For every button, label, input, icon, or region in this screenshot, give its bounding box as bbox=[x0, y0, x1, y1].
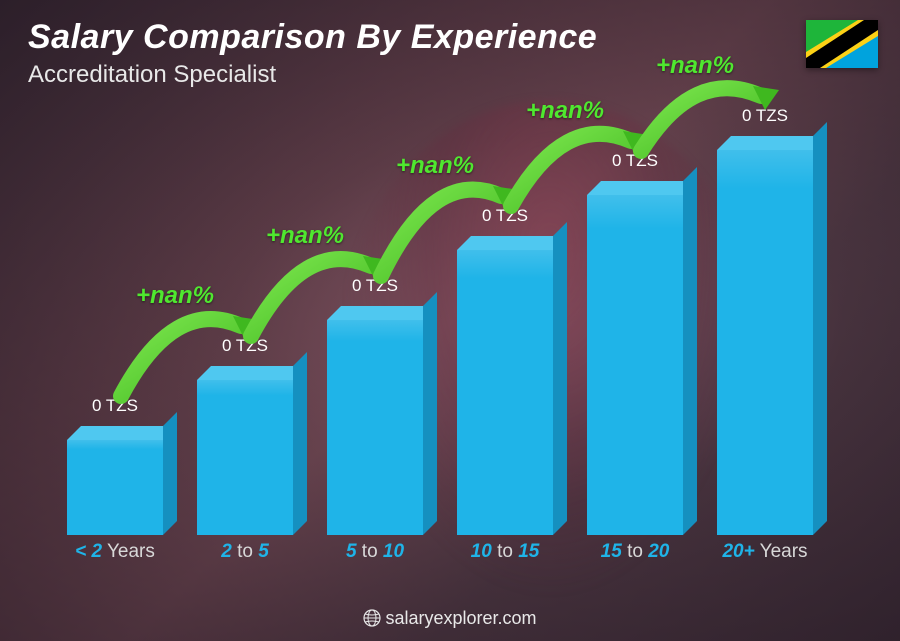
x-axis-label: 20+ Years bbox=[700, 541, 830, 571]
bar-front bbox=[717, 150, 813, 535]
bar-front bbox=[457, 250, 553, 535]
bar-value-label: 0 TZS bbox=[445, 206, 565, 226]
bar: 0 TZS bbox=[457, 250, 553, 535]
bar-slot: 0 TZS bbox=[310, 320, 440, 535]
bar-slot: 0 TZS bbox=[570, 195, 700, 535]
bar-front bbox=[67, 440, 163, 535]
footer-text: salaryexplorer.com bbox=[385, 608, 536, 628]
x-axis-label: 10 to 15 bbox=[440, 541, 570, 571]
bar-side-face bbox=[813, 122, 827, 535]
bar: 0 TZS bbox=[587, 195, 683, 535]
bar: 0 TZS bbox=[327, 320, 423, 535]
bar-value-label: 0 TZS bbox=[575, 151, 695, 171]
globe-icon bbox=[363, 609, 381, 627]
footer: salaryexplorer.com bbox=[0, 608, 900, 629]
x-axis-label: < 2 Years bbox=[50, 541, 180, 571]
infographic-canvas: Salary Comparison By Experience Accredit… bbox=[0, 0, 900, 641]
bar-value-label: 0 TZS bbox=[315, 276, 435, 296]
bar-front bbox=[327, 320, 423, 535]
chart-title: Salary Comparison By Experience bbox=[28, 18, 597, 57]
x-labels-container: < 2 Years2 to 55 to 1010 to 1515 to 2020… bbox=[50, 541, 830, 571]
title-block: Salary Comparison By Experience Accredit… bbox=[28, 18, 597, 89]
bar-value-label: 0 TZS bbox=[185, 336, 305, 356]
bar-top-face bbox=[67, 426, 177, 440]
bar-front bbox=[587, 195, 683, 535]
bar-slot: 0 TZS bbox=[50, 440, 180, 535]
bar: 0 TZS bbox=[67, 440, 163, 535]
tanzania-flag-icon bbox=[806, 20, 878, 68]
bar-value-label: 0 TZS bbox=[705, 106, 825, 126]
bar-value-label: 0 TZS bbox=[55, 396, 175, 416]
bar-top-face bbox=[327, 306, 437, 320]
x-axis-label: 15 to 20 bbox=[570, 541, 700, 571]
chart-subtitle: Accreditation Specialist bbox=[28, 61, 597, 89]
chart-area: 0 TZS 0 TZS 0 TZS 0 TZS 0 TZS 0 TZS < 2 Years… bbox=[50, 120, 830, 571]
x-axis-label: 5 to 10 bbox=[310, 541, 440, 571]
bar-top-face bbox=[587, 181, 697, 195]
bar-top-face bbox=[197, 366, 307, 380]
bar-side-face bbox=[553, 222, 567, 535]
x-axis-label: 2 to 5 bbox=[180, 541, 310, 571]
bar-slot: 0 TZS bbox=[180, 380, 310, 535]
bar-front bbox=[197, 380, 293, 535]
bar-side-face bbox=[683, 167, 697, 535]
bar: 0 TZS bbox=[717, 150, 813, 535]
bar-side-face bbox=[423, 292, 437, 535]
bar-top-face bbox=[717, 136, 827, 150]
bar-side-face bbox=[293, 352, 307, 535]
bar-side-face bbox=[163, 412, 177, 535]
bar-slot: 0 TZS bbox=[440, 250, 570, 535]
bar: 0 TZS bbox=[197, 380, 293, 535]
bar-slot: 0 TZS bbox=[700, 150, 830, 535]
bars-container: 0 TZS 0 TZS 0 TZS 0 TZS 0 TZS 0 TZS bbox=[50, 120, 830, 535]
bar-top-face bbox=[457, 236, 567, 250]
